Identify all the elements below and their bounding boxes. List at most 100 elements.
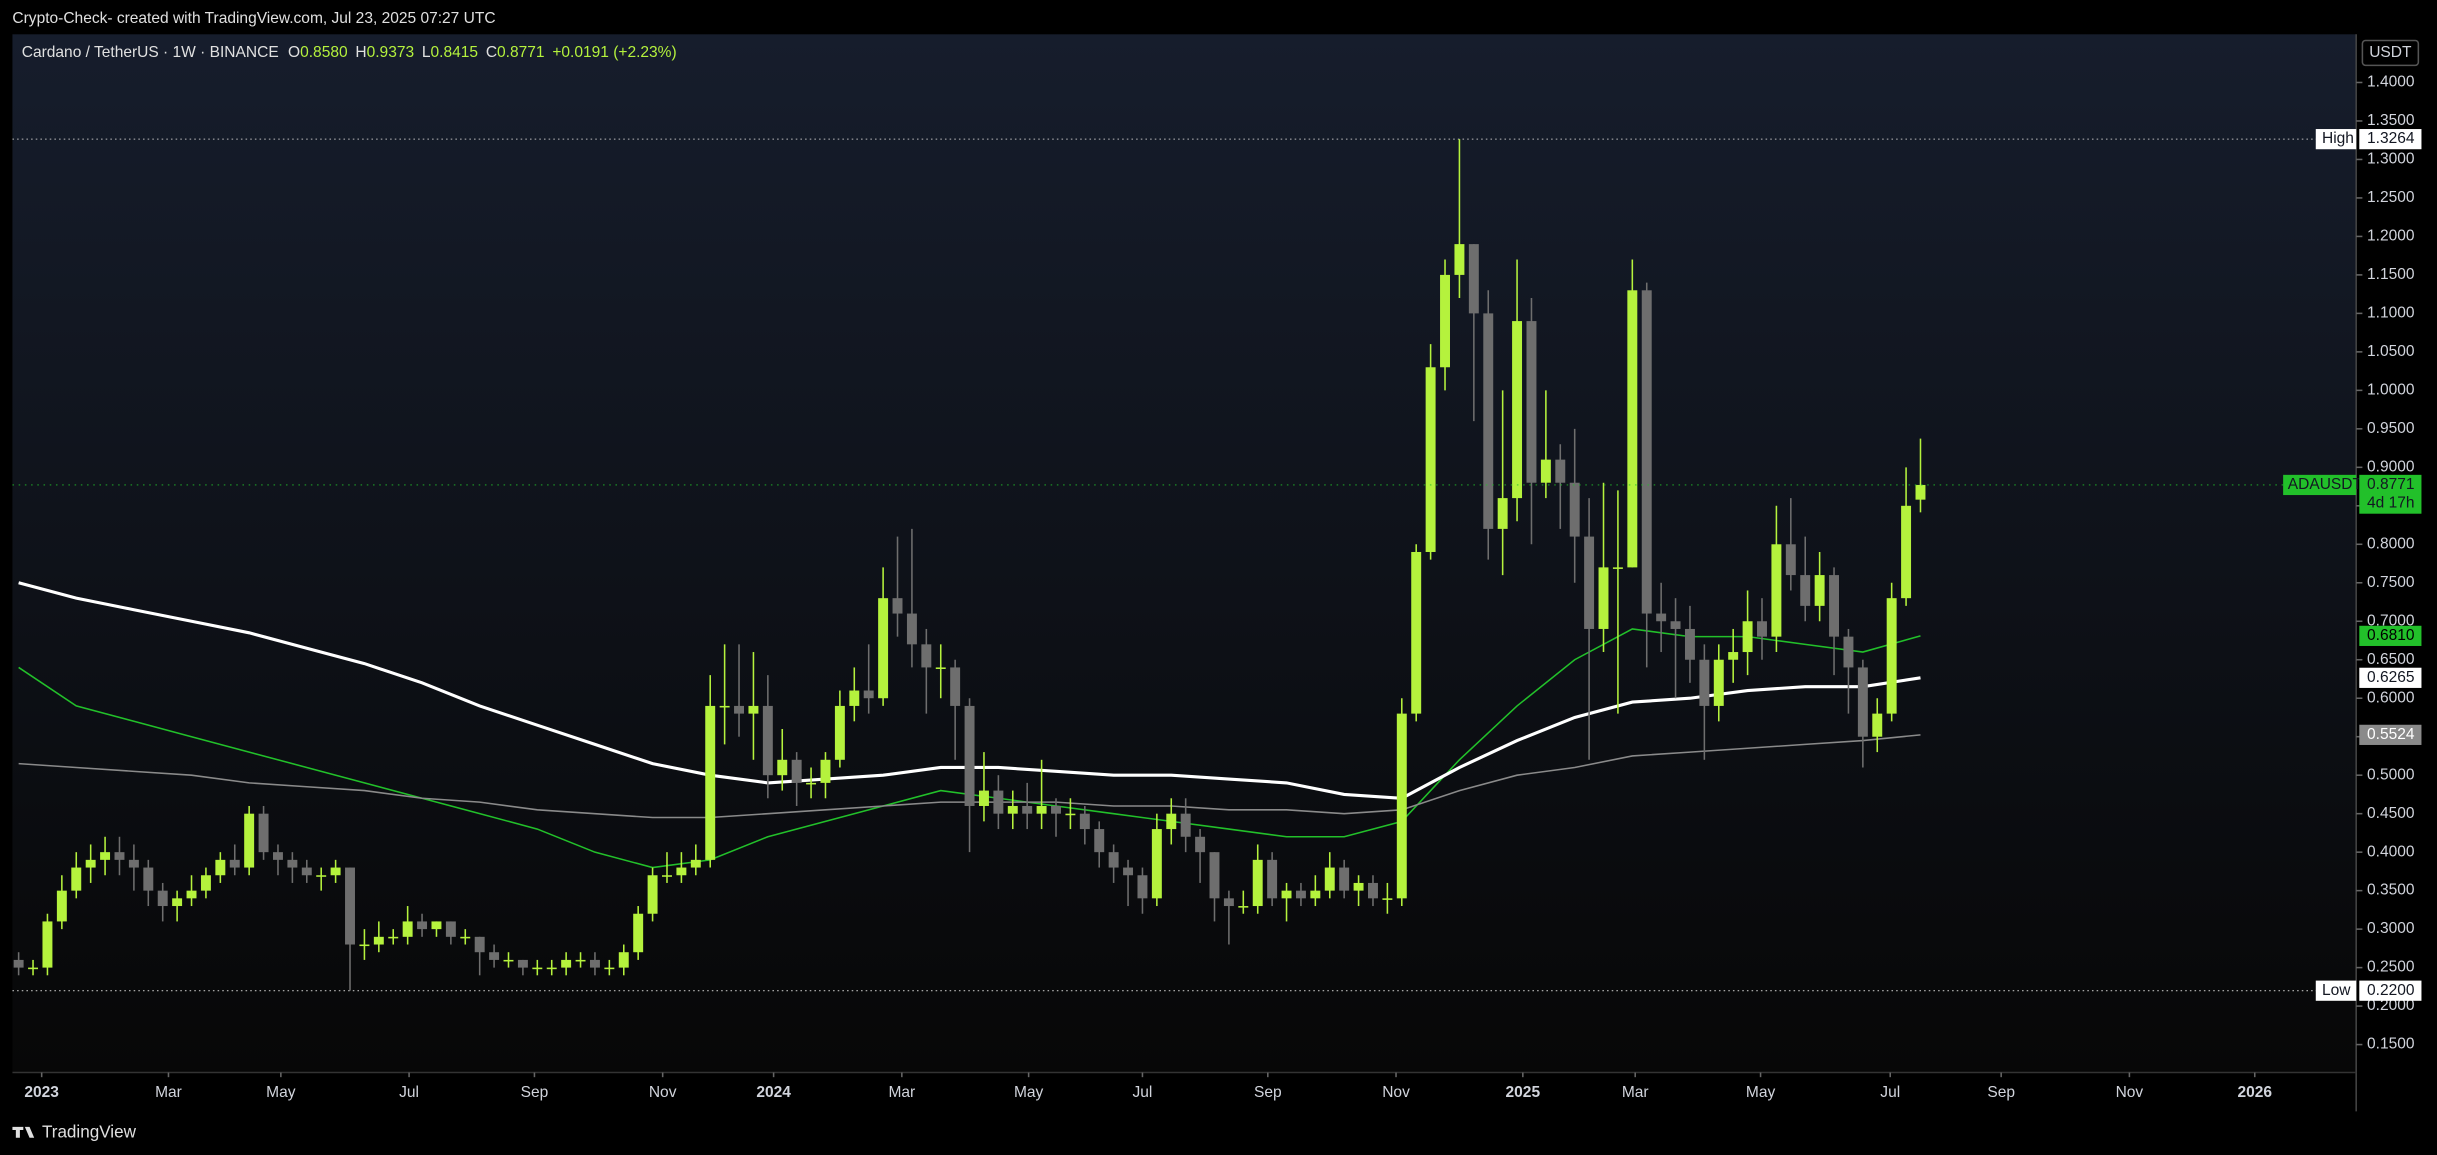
candle-body [575, 959, 586, 962]
candle-body [503, 959, 514, 962]
candle-body [1713, 659, 1724, 706]
candle-body [676, 867, 687, 876]
currency: USDT [2369, 44, 2412, 61]
candle-body [863, 690, 874, 699]
candle-body [1800, 575, 1811, 606]
ohlc-key: L [422, 44, 431, 61]
ma-value-box [2359, 625, 2422, 646]
candle-body [1368, 882, 1378, 899]
candle-body [1468, 244, 1479, 314]
candle-body [417, 921, 428, 930]
y-tick-label: 0.3000 [2367, 920, 2415, 937]
candle-body [690, 859, 701, 868]
candle-body [215, 859, 226, 876]
x-tick-label: 2024 [756, 1084, 791, 1101]
y-tick-label: 0.7500 [2367, 574, 2415, 591]
candle-body [1454, 244, 1465, 275]
candle-body [1108, 852, 1119, 868]
candle-body [388, 936, 399, 939]
y-tick-label: 1.3000 [2367, 151, 2415, 168]
candle-body [748, 705, 759, 714]
candle-body [1627, 290, 1638, 568]
countdown: 4d 17h [2367, 495, 2415, 512]
x-tick-label: Jul [399, 1084, 419, 1101]
candle-body [618, 952, 629, 968]
candle-body [633, 913, 644, 953]
candle-body [1670, 621, 1681, 629]
candle-body [1295, 890, 1306, 899]
x-tick-label: Mar [155, 1084, 182, 1101]
candle-body [1310, 890, 1321, 899]
candle-body [1079, 813, 1090, 830]
candle-body [1886, 598, 1897, 714]
ohlc-value: 0.8580 [300, 44, 348, 61]
candle-body [1829, 575, 1840, 637]
candle-body [1223, 898, 1234, 907]
symbol-header: Cardano / TetherUS · 1W · BINANCE O0.8580… [22, 44, 677, 61]
candle-body [114, 852, 125, 860]
candle-body [287, 859, 298, 868]
footer-text: TradingView [42, 1123, 137, 1142]
candle-body [517, 959, 528, 968]
ma-value: 0.5524 [2367, 726, 2415, 743]
page-title: Crypto-Check- created with TradingView.c… [12, 10, 495, 27]
y-tick-label: 0.6000 [2367, 689, 2415, 706]
candle-body [1382, 898, 1393, 900]
last-price: 0.8771 [2367, 476, 2415, 493]
candle-body [1195, 836, 1206, 853]
y-tick-label: 1.1000 [2367, 304, 2415, 321]
candle-body [546, 967, 557, 970]
x-tick-label: May [266, 1084, 296, 1101]
candle-body [950, 667, 961, 706]
candle-body [1526, 321, 1537, 483]
candle-body [1396, 713, 1407, 899]
candle-body [1540, 459, 1551, 483]
candle-body [1425, 367, 1436, 552]
symbol-name: Cardano / TetherUS · 1W · BINANCE [22, 44, 279, 61]
y-tick-label: 0.4000 [2367, 843, 2415, 860]
extreme-name-box [2315, 980, 2357, 1001]
candle-body [1007, 805, 1018, 814]
x-tick-label: Sep [1254, 1084, 1282, 1101]
candle-body [662, 875, 672, 877]
ohlc-key: H [355, 44, 366, 61]
candle-body [734, 705, 745, 714]
candle-body [431, 921, 442, 930]
candle-body [1771, 544, 1782, 637]
ma-value: 0.6810 [2367, 627, 2415, 644]
candle-body [1065, 813, 1076, 816]
candle-body [143, 867, 154, 891]
y-tick-label: 0.6500 [2367, 651, 2415, 668]
extreme-name-box [2315, 129, 2357, 150]
candle-body [964, 705, 975, 806]
candle-body [1584, 536, 1595, 629]
ohlc-key: O [288, 44, 300, 61]
candle-body [849, 690, 860, 706]
candle-body [719, 705, 730, 708]
candle-body [1051, 805, 1061, 814]
candle-body [316, 875, 327, 877]
candle-body [1151, 829, 1162, 899]
candle-body [157, 890, 168, 907]
candle-body [589, 959, 600, 968]
candle-body [1281, 890, 1292, 899]
last-price-box [2359, 474, 2422, 514]
candle-body [1252, 859, 1263, 907]
last-symbol: ADAUSDT [2288, 476, 2363, 493]
candle-body [1483, 313, 1494, 529]
ma-value: 0.6265 [2367, 669, 2415, 686]
last-symbol-box [2283, 474, 2357, 496]
y-tick-label: 1.0000 [2367, 381, 2415, 398]
candle-body [1728, 652, 1739, 660]
candle-body [1656, 613, 1667, 622]
candle-body [1901, 505, 1912, 599]
y-tick-label: 1.0500 [2367, 343, 2415, 360]
candle-body [1339, 867, 1350, 891]
candle-body [906, 613, 917, 645]
x-tick-label: May [1746, 1084, 1776, 1101]
y-tick-label: 0.4500 [2367, 805, 2415, 822]
candle-body [1411, 551, 1422, 714]
candle-body [705, 705, 716, 860]
candle-body [1684, 628, 1695, 660]
